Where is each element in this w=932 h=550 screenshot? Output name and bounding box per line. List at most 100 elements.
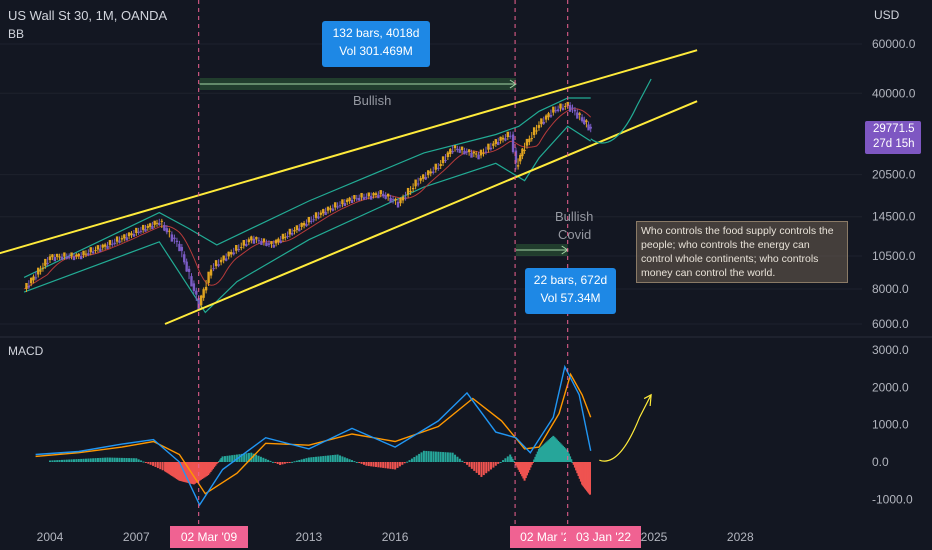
macd-histogram-bar — [277, 462, 279, 464]
macd-histogram-bar — [265, 459, 267, 462]
candle-body — [176, 241, 178, 242]
candle-body — [94, 250, 96, 251]
signal-line — [36, 374, 591, 493]
candle-body — [275, 240, 277, 243]
macd-histogram-bar — [154, 462, 156, 467]
candle-body — [282, 234, 284, 239]
candle-body — [552, 107, 554, 113]
candle-body — [166, 228, 168, 232]
candle-body — [545, 116, 547, 120]
candle-body — [116, 236, 118, 241]
candle-body — [75, 255, 77, 256]
macd-histogram-bar — [500, 462, 502, 463]
macd-histogram-bar — [267, 460, 269, 462]
candle-body — [320, 213, 322, 215]
candle-body — [456, 149, 458, 150]
candle-body — [137, 232, 139, 233]
candle-body — [265, 243, 267, 246]
macd-histogram-bar — [380, 462, 382, 468]
candle-body — [531, 138, 533, 139]
price-tick-label: 6000.0 — [872, 317, 909, 331]
measure-box-2[interactable]: 22 bars, 672d Vol 57.34M — [525, 268, 616, 314]
candle-body — [161, 221, 163, 222]
macd-histogram-bar — [497, 462, 499, 464]
macd-histogram-bar — [107, 458, 109, 462]
macd-histogram-bar — [59, 460, 61, 462]
candle-body — [97, 245, 99, 249]
candle-body — [360, 193, 362, 198]
candle-body — [569, 105, 571, 112]
candle-body — [35, 277, 37, 278]
macd-histogram-bar — [272, 462, 274, 463]
candle-body — [547, 113, 549, 117]
macd-histogram-bar — [399, 462, 401, 466]
indicator-label[interactable]: BB — [8, 27, 24, 41]
price-series — [25, 102, 592, 310]
candle-body — [585, 120, 587, 122]
candle-body — [526, 139, 528, 146]
candle-body — [419, 178, 421, 181]
candle-body — [519, 155, 521, 161]
candle-body — [68, 256, 70, 257]
macd-histogram-bar — [303, 459, 305, 462]
macd-histogram-bar — [411, 459, 413, 462]
macd-histogram-bar — [502, 460, 504, 462]
time-tick-label: 2025 — [641, 530, 668, 544]
candle-body — [263, 238, 265, 241]
candle-body — [384, 195, 386, 199]
macd-histogram-bar — [92, 458, 94, 462]
candle-body — [370, 196, 372, 200]
candle-body — [250, 236, 252, 240]
candle-body — [322, 209, 324, 213]
macd-histogram-bar — [437, 452, 439, 462]
macd-tick-label: 3000.0 — [872, 343, 909, 357]
macd-pane — [36, 367, 652, 505]
macd-histogram-bar — [356, 462, 358, 463]
macd-histogram-bar — [130, 458, 132, 462]
macd-histogram-bar — [373, 462, 375, 467]
macd-tick-label: 2000.0 — [872, 380, 909, 394]
bullish-label: Bullish — [353, 93, 391, 108]
candle-body — [66, 257, 68, 259]
candle-body — [495, 139, 497, 144]
candle-body — [351, 200, 353, 203]
price-tick-label: 8000.0 — [872, 282, 909, 296]
bb-lower-line — [24, 126, 591, 312]
quote-box[interactable]: Who controls the food supply controls th… — [636, 221, 848, 283]
candle-body — [99, 249, 101, 252]
candle-body — [185, 262, 187, 272]
macd-histogram-bar — [293, 461, 295, 462]
macd-histogram-bar — [461, 461, 463, 462]
candle-body — [58, 256, 60, 257]
candle-body — [147, 226, 149, 228]
measure-box-2-bars: 22 bars, 672d — [525, 273, 616, 287]
candle-body — [32, 276, 34, 280]
macd-histogram-bar — [387, 462, 389, 469]
macd-histogram-bar — [320, 456, 322, 462]
macd-histogram-bar — [90, 458, 92, 462]
candle-body — [270, 241, 272, 244]
candle-body — [212, 268, 214, 269]
candle-body — [171, 234, 173, 241]
time-tick-label: 2028 — [727, 530, 754, 544]
price-tick-label: 10500.0 — [872, 249, 916, 263]
candle-body — [432, 172, 434, 173]
price-tick-label: 60000.0 — [872, 37, 916, 51]
candle-body — [195, 291, 197, 295]
candle-body — [377, 195, 379, 199]
macd-histogram-bar — [478, 462, 480, 475]
macd-line — [36, 367, 591, 505]
macd-histogram-bar — [397, 462, 399, 468]
candle-body — [63, 252, 65, 256]
candle-body — [190, 276, 192, 286]
candle-body — [128, 233, 130, 237]
candle-body — [227, 252, 229, 257]
measure-box-1[interactable]: 132 bars, 4018d Vol 301.469M — [322, 21, 430, 67]
candle-body — [118, 241, 120, 243]
macd-histogram-bar — [339, 455, 341, 462]
candle-body — [533, 127, 535, 135]
candle-body — [538, 125, 540, 128]
macd-label[interactable]: MACD — [8, 344, 43, 358]
candle-body — [576, 112, 578, 118]
bullish-covid-label-1: Bullish — [555, 209, 593, 224]
